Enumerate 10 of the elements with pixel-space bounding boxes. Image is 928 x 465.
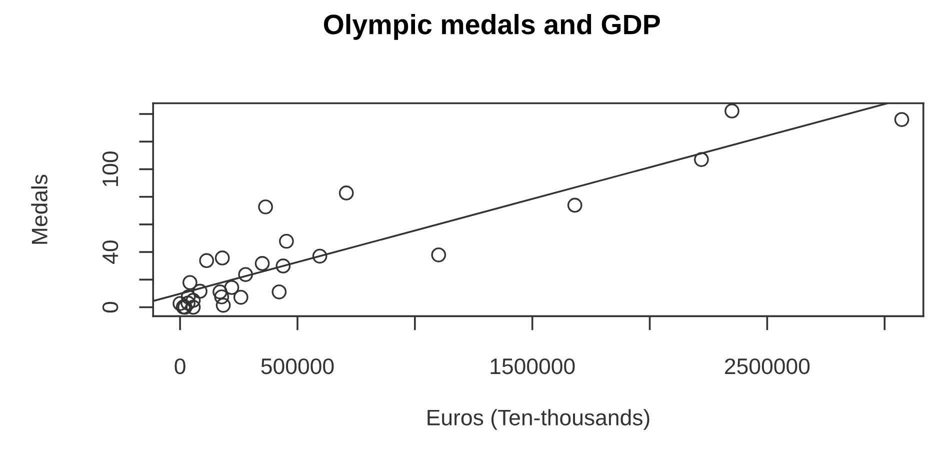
x-tick-label: 1500000 bbox=[490, 358, 575, 374]
x-tick-label: 500000 bbox=[261, 358, 334, 374]
chart-title: Olympic medals and GDP bbox=[324, 14, 660, 40]
y-tick-label: 100 bbox=[102, 152, 118, 186]
y-tick-label: 0 bbox=[102, 302, 118, 313]
x-axis-title: Euros (Ten-thousands) bbox=[428, 409, 650, 430]
x-tick-label: 0 bbox=[174, 358, 186, 374]
x-tick-label: 2500000 bbox=[725, 358, 810, 374]
y-tick-label: 40 bbox=[102, 240, 118, 264]
y-axis-title: Medals bbox=[31, 174, 48, 244]
